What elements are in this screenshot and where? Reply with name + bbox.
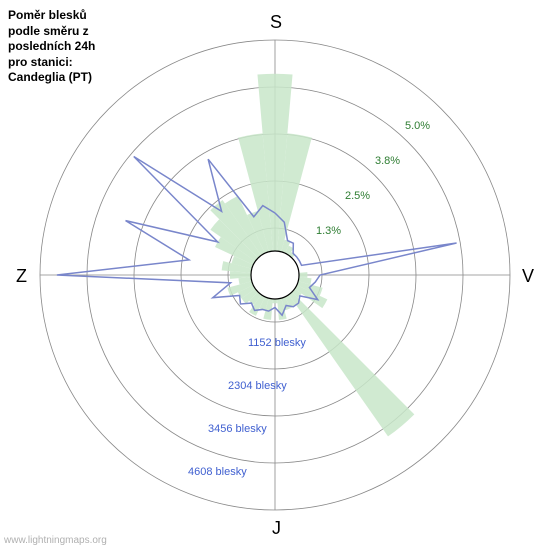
blue-label-2: 2304 blesky [228, 380, 287, 392]
green-label-2: 2.5% [345, 190, 370, 202]
cardinal-n: S [270, 12, 282, 33]
green-label-3: 3.8% [375, 155, 400, 167]
green-label-4: 5.0% [405, 120, 430, 132]
chart-title: Poměr blesků podle směru z posledních 24… [8, 8, 95, 86]
cardinal-w: Z [16, 266, 27, 287]
cardinal-e: V [522, 266, 534, 287]
blue-label-4: 4608 blesky [188, 466, 247, 478]
cardinal-s: J [272, 518, 281, 539]
blue-label-1: 1152 blesky [248, 337, 306, 349]
blue-label-3: 3456 blesky [208, 423, 267, 435]
green-label-1: 1.3% [316, 225, 341, 237]
footer-attribution: www.lightningmaps.org [4, 535, 107, 546]
